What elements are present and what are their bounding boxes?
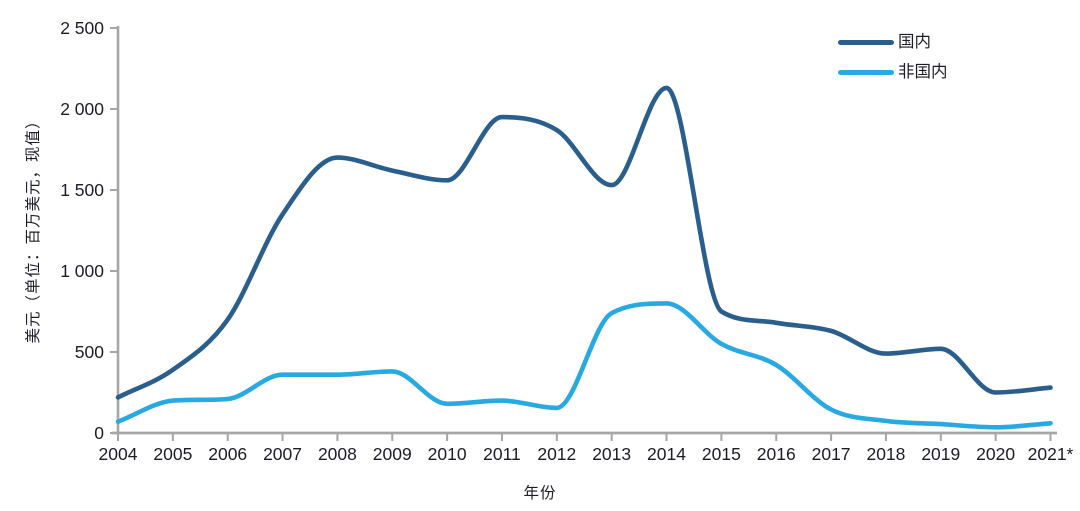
x-tick-label: 2010 [428,444,467,464]
x-tick-label: 2012 [537,444,576,464]
x-tick-label: 2005 [153,444,192,464]
y-tick-label: 1 000 [60,261,104,281]
x-tick-label: 2011 [483,444,521,464]
x-tick-label: 2006 [208,444,247,464]
x-tick-label: 2013 [592,444,631,464]
legend-label-domestic: 国内 [898,33,931,51]
x-tick-label: 2004 [99,444,138,464]
x-tick-label: 2015 [702,444,741,464]
x-tick-label: 2018 [866,444,905,464]
legend-label-nondomestic: 非国内 [898,63,948,81]
legend-swatch-nondomestic [838,69,894,75]
x-tick-label: 2020 [976,444,1015,464]
legend: 国内 非国内 [838,33,948,81]
y-tick-label: 2 500 [60,18,104,38]
x-tick-label: 2014 [647,444,686,464]
y-axis-title: 美元（单位：百万美元，现值） [25,112,42,344]
y-tick-label: 0 [94,423,104,443]
x-tick-label: 2016 [757,444,796,464]
legend-swatch-domestic [838,39,894,45]
y-tick-label: 500 [75,342,104,362]
x-tick-label: 2021* [1028,444,1074,464]
legend-item-nondomestic: 非国内 [838,63,948,81]
y-tick-label: 2 000 [60,99,104,119]
series-line-domestic [115,85,1053,400]
x-tick-label: 2008 [318,444,357,464]
y-tick-label: 1 500 [60,180,104,200]
x-tick-label: 2007 [263,444,302,464]
series-line-nondomestic [115,301,1053,430]
legend-item-domestic: 国内 [838,33,948,51]
x-axis-title: 年份 [523,485,557,502]
x-tick-label: 2019 [921,444,960,464]
x-tick-label: 2009 [373,444,412,464]
x-tick-label: 2017 [812,444,851,464]
